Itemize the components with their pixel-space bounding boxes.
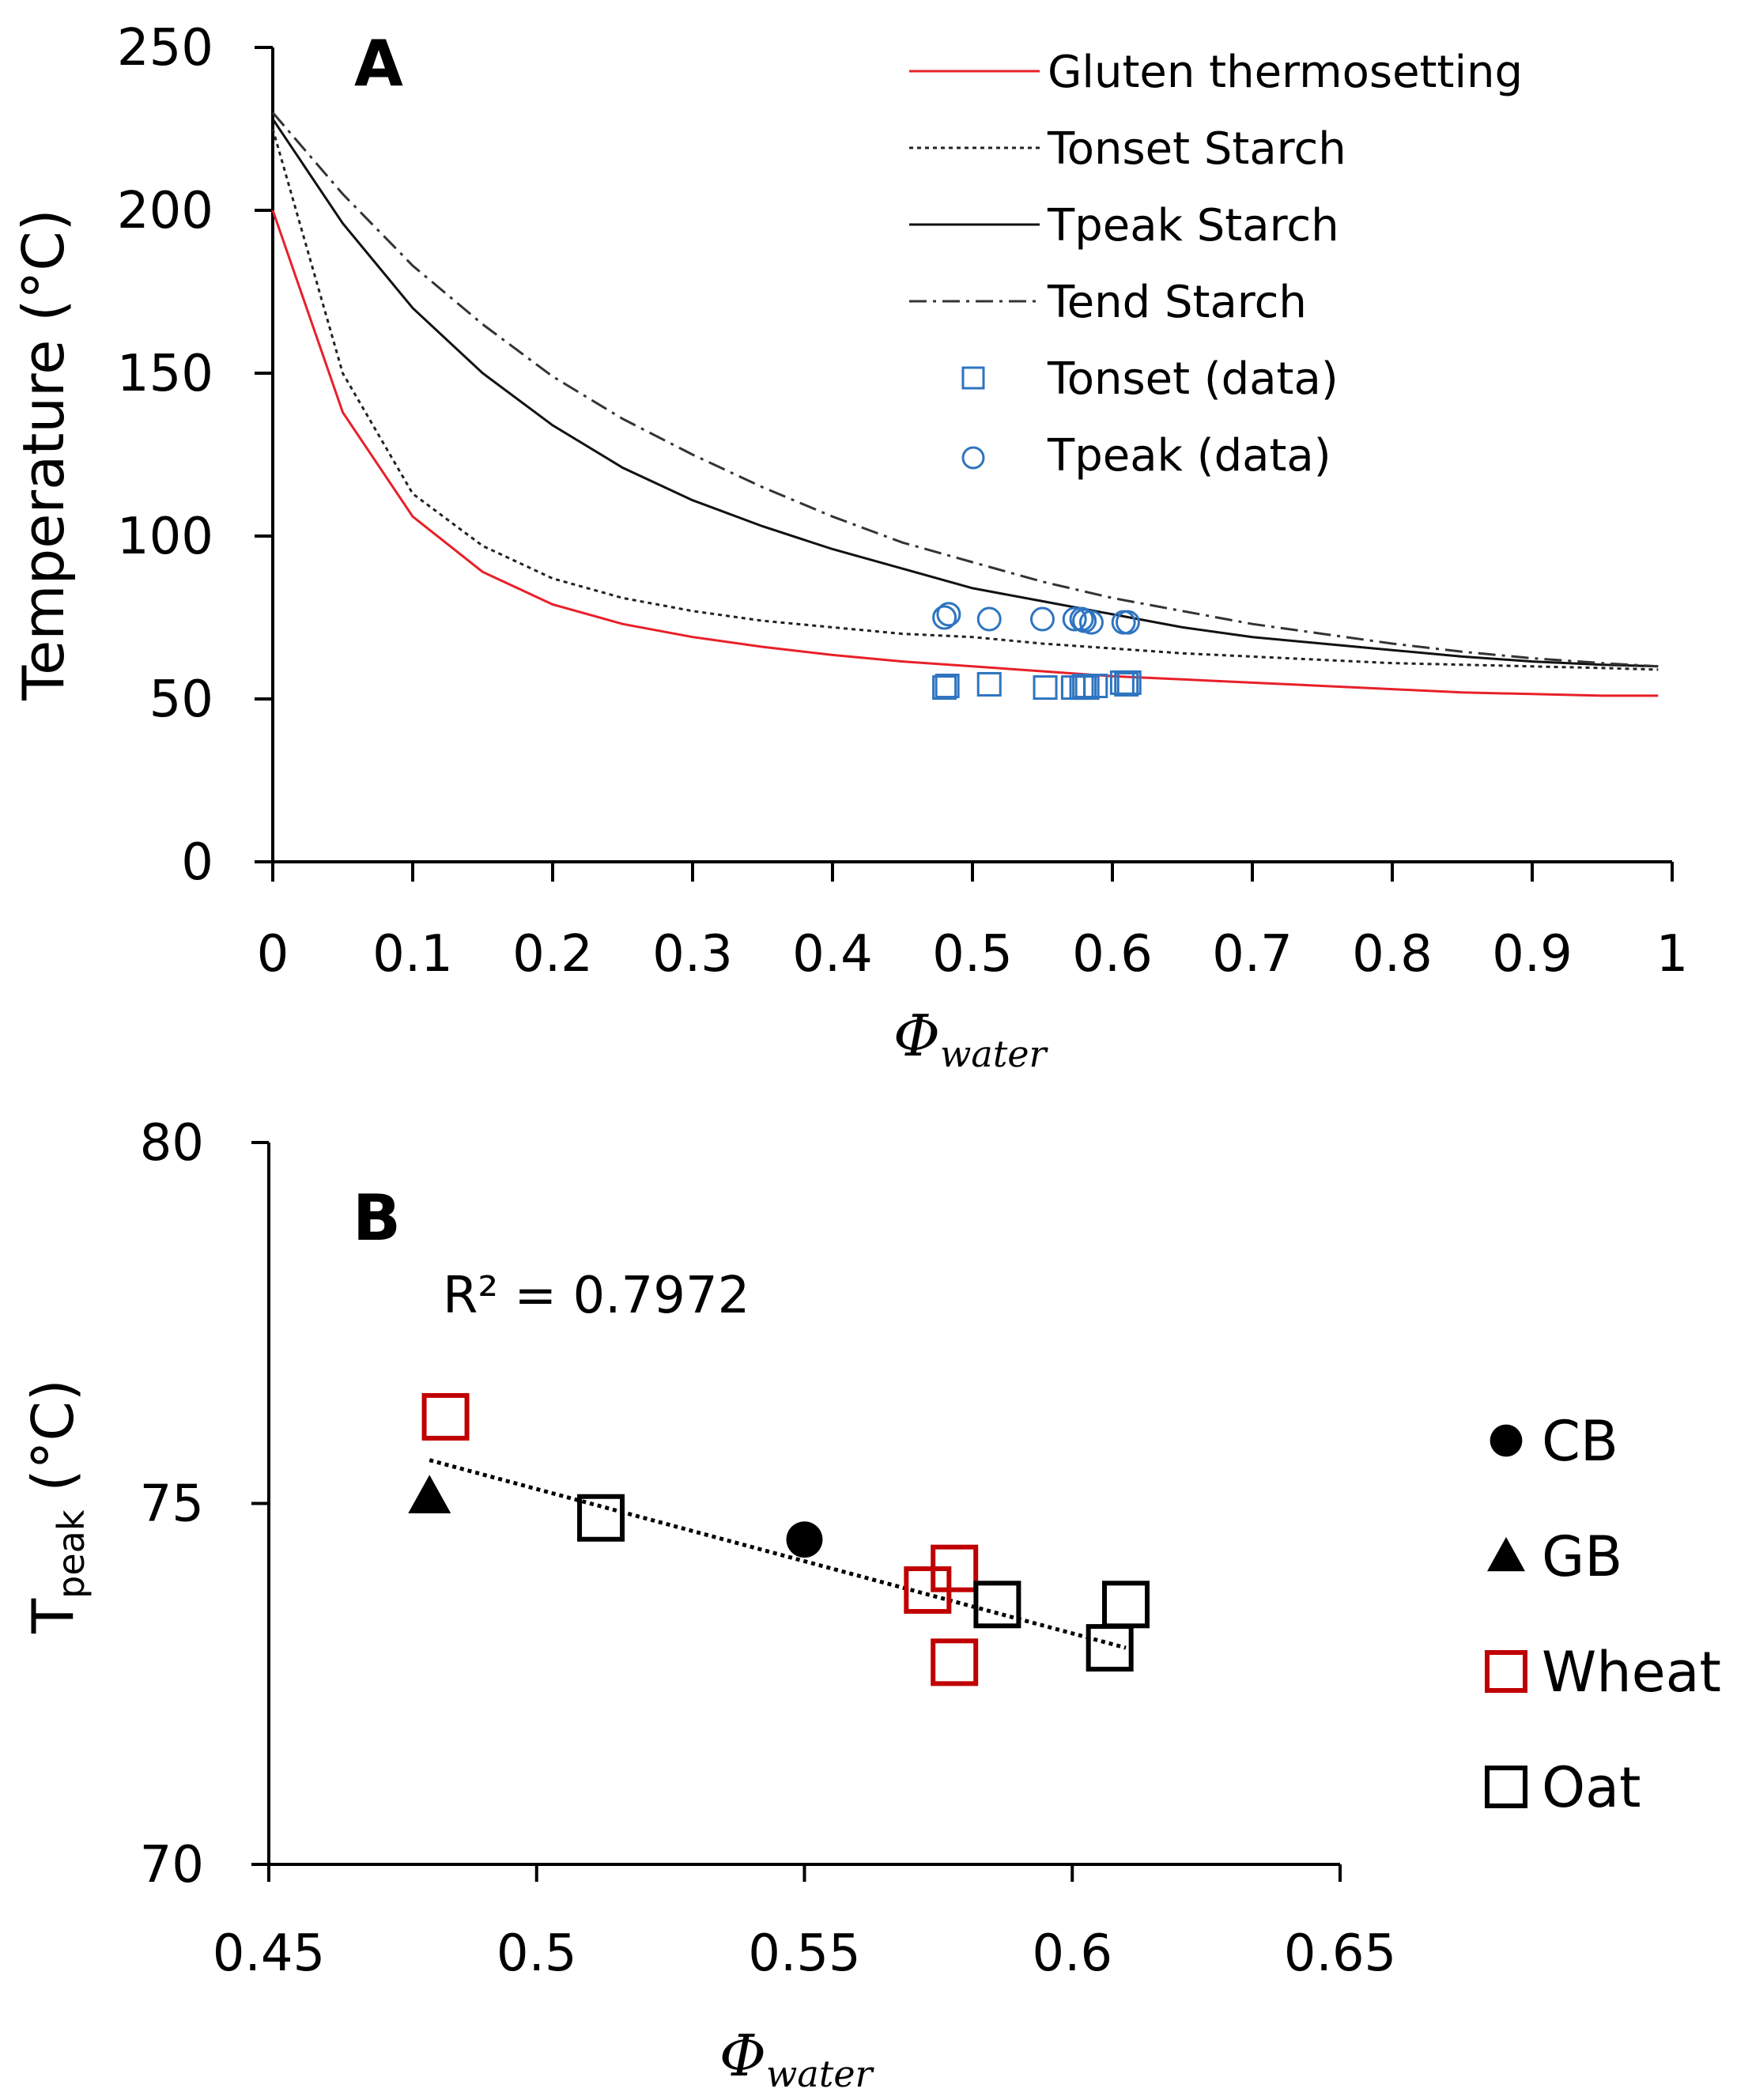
panel-a-x-tick-label: 0.9	[1492, 925, 1573, 984]
tpeak-data-point	[1069, 606, 1094, 632]
data-point-gb	[408, 1475, 451, 1513]
panel-a-x-tick-label: 0.6	[1072, 925, 1153, 984]
panel-b-y-label-sub: peak	[50, 1509, 93, 1599]
data-point-oat	[577, 1494, 625, 1542]
panel-a-x-tick-label: 0.2	[512, 925, 593, 984]
panel-b-x-tick-label: 0.6	[1032, 1924, 1112, 1983]
panel-a-y-tick-label: 50	[149, 670, 213, 729]
panel-a-curves	[271, 111, 1659, 697]
data-point-wheat	[931, 1544, 979, 1592]
panel-b-x-tick-label: 0.55	[748, 1924, 861, 1983]
panel-b-x-label-symbol: Φ	[719, 2023, 766, 2089]
panel-a-x-label: Φwater	[893, 1003, 1049, 1075]
panel-a-x-tick-label: 0.8	[1352, 925, 1433, 984]
panel-a-points	[932, 602, 1142, 701]
legend-swatch-circle	[961, 446, 985, 470]
panel-a-x-ticks: 0 0.1 0.2 0.3 0.4 0.5 0.6 0.7 0.8 0.9 1	[257, 862, 1689, 984]
curve-tpeak-starch	[271, 118, 1659, 668]
legend-marker-cb	[1490, 1424, 1523, 1457]
tonset-data-point	[1074, 675, 1100, 701]
tpeak-data-point	[976, 606, 1002, 632]
panel-a-y-ticks: 0 50 100 150 200 250	[117, 19, 273, 892]
curve-tend-starch	[271, 111, 1659, 668]
panel-a-x-tick-label: 1	[1656, 925, 1689, 984]
panel-b-y-tick-label: 75	[140, 1475, 204, 1534]
tpeak-data-point	[1030, 606, 1055, 632]
legend-label-oat: Oat	[1542, 1755, 1641, 1820]
panel-b-x-tick-label: 0.65	[1284, 1924, 1397, 1983]
panel-a: A 0 0.1 0.2 0.3 0.4 0.5 0.6 0.7 0.8 0.9 1 0 50 100 15…	[10, 19, 1688, 1075]
panel-a-y-tick-label: 200	[117, 182, 213, 240]
curve-tonset-starch	[271, 128, 1659, 671]
panel-b-y-tick-label: 70	[140, 1836, 204, 1894]
legend-label: Tpeak Starch	[1047, 200, 1339, 251]
panel-a-x-tick-label: 0.7	[1212, 925, 1293, 984]
trendline	[429, 1458, 1127, 1650]
legend-label: Tonset Starch	[1047, 123, 1346, 175]
data-point-oat	[973, 1581, 1021, 1629]
legend-label: Tpeak (data)	[1047, 430, 1331, 482]
panel-b-trendline	[429, 1458, 1127, 1650]
tonset-data-point	[1033, 675, 1058, 701]
legend-label-gb: GB	[1542, 1524, 1622, 1589]
legend-label: Tend Starch	[1047, 277, 1307, 328]
panel-a-y-tick-label: 250	[117, 19, 213, 77]
panel-b-x-tick-label: 0.45	[213, 1924, 326, 1983]
tpeak-data-point	[1078, 610, 1104, 635]
curve-gluten-thermosetting	[271, 210, 1659, 697]
legend-label-wheat: Wheat	[1542, 1640, 1721, 1705]
panel-b-x-label: Φwater	[719, 2023, 875, 2095]
panel-a-y-tick-label: 0	[181, 833, 213, 892]
tonset-data-point	[1116, 670, 1142, 695]
legend-marker-gb	[1487, 1537, 1525, 1572]
tpeak-data-point	[936, 602, 961, 627]
panel-a-label: A	[354, 27, 403, 100]
panel-a-x-tick-label: 0.1	[372, 925, 453, 984]
panel-b-y-label-unit: (°C)	[20, 1379, 86, 1509]
panel-b-x-label-sub: water	[766, 2053, 875, 2095]
panel-b-r2-annotation: R² = 0.7972	[443, 1267, 750, 1325]
panel-b-y-label: Tpeak (°C)	[20, 1379, 93, 1634]
tonset-data-point	[935, 674, 960, 699]
legend-label-cb: CB	[1542, 1409, 1618, 1474]
data-point-cb	[786, 1521, 823, 1558]
panel-a-x-tick-label: 0	[257, 925, 289, 984]
panel-b-y-ticks: 70 75 80	[140, 1114, 269, 1894]
panel-b-y-label-main: T	[20, 1598, 86, 1634]
panel-b-x-tick-label: 0.5	[497, 1924, 577, 1983]
legend-label: Tonset (data)	[1047, 353, 1339, 405]
legend-label: Gluten thermosetting	[1048, 47, 1523, 98]
legend-swatch-square	[961, 366, 985, 390]
data-point-wheat	[931, 1638, 979, 1686]
panel-b-legend: CB GB Wheat Oat	[1485, 1409, 1721, 1820]
panel-a-y-label: Temperature (°C)	[10, 209, 77, 701]
legend-marker-wheat	[1485, 1650, 1527, 1693]
tpeak-data-point	[1115, 610, 1140, 635]
tonset-data-point	[932, 675, 957, 701]
panel-a-x-label-symbol: Φ	[893, 1003, 940, 1069]
panel-b-x-ticks: 0.45 0.5 0.55 0.6 0.65	[213, 1864, 1397, 1983]
panel-b-label: B	[353, 1181, 401, 1255]
tonset-data-point	[1083, 674, 1108, 699]
panel-a-x-tick-label: 0.3	[652, 925, 733, 984]
data-point-oat	[1102, 1581, 1150, 1629]
panel-a-x-tick-label: 0.5	[932, 925, 1013, 984]
panel-a-legend: Gluten thermosetting Tonset Starch Tpeak S…	[909, 47, 1523, 482]
panel-b-points	[408, 1392, 1150, 1686]
data-point-wheat	[421, 1392, 470, 1441]
tonset-data-point	[976, 671, 1002, 697]
panel-b-y-tick-label: 80	[140, 1114, 204, 1173]
panel-a-y-tick-label: 150	[117, 345, 213, 403]
tonset-data-point	[1114, 671, 1139, 697]
legend-marker-oat	[1485, 1766, 1527, 1808]
tpeak-data-point	[1062, 606, 1087, 632]
tpeak-data-point	[932, 605, 957, 630]
panel-a-y-tick-label: 100	[117, 508, 213, 566]
panel-a-x-label-sub: water	[940, 1033, 1049, 1075]
panel-a-x-tick-label: 0.4	[792, 925, 873, 984]
